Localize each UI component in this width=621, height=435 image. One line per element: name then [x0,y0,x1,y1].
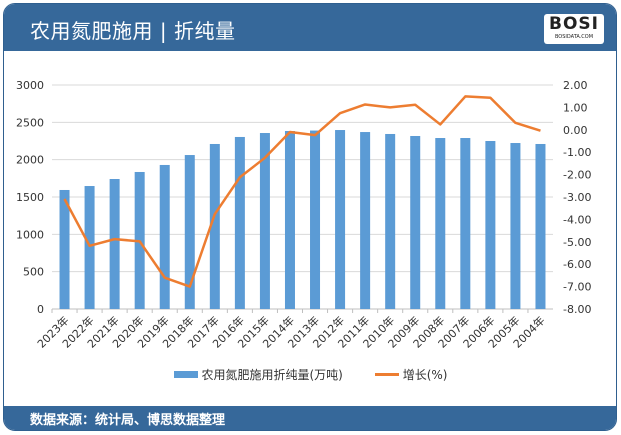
bar [109,179,120,309]
y-left-tick-label: 2000 [16,154,44,167]
logo-subtext: BOSIDATA.COM [554,34,594,40]
y-right-tick-label: -3.00 [563,191,591,204]
bar [535,143,546,309]
growth-line [63,95,541,288]
bosi-logo: BOSI BOSIDATA.COM [544,14,604,44]
bar [510,143,521,309]
page-title: 农用氮肥施用 | 折纯量 [30,19,236,43]
bar [59,189,70,309]
legend: 农用氮肥施用折纯量(万吨) 增长(%) [0,366,621,383]
bar [184,155,195,309]
bar [310,130,321,309]
bar [410,135,421,309]
y-right-tick-label: 2.00 [563,79,588,92]
y-left-tick-label: 2500 [16,116,44,129]
bar [360,132,371,309]
bar [259,133,270,309]
y-left-tick-label: 3000 [16,79,44,92]
bar [209,143,220,309]
bar [84,186,95,309]
bar [435,138,446,309]
bar [335,130,346,309]
y-right-tick-label: -5.00 [563,236,591,249]
y-right-tick-label: 0.00 [563,124,588,137]
y-right-tick-label: -6.00 [563,258,591,271]
bar [284,130,295,309]
legend-bar-swatch [173,371,198,378]
y-right-tick-label: -8.00 [563,303,591,316]
y-right-tick-label: -4.00 [563,213,591,226]
y-left-tick-label: 0 [37,303,44,316]
y-right-tick-label: -2.00 [563,169,591,182]
y-right-tick-label: -1.00 [563,146,591,159]
legend-line-swatch [374,373,399,376]
legend-bar-label: 农用氮肥施用折纯量(万吨) [201,368,343,382]
legend-line-label: 增长(%) [402,368,448,382]
bar [234,136,245,309]
y-right-tick-label: 1.00 [563,101,588,114]
logo-text: BOSI [549,14,599,34]
y-left-tick-label: 1000 [16,228,44,241]
y-right-tick-label: -7.00 [563,281,591,294]
data-source: 数据来源：统计局、博思数据整理 [30,413,226,428]
bar [485,141,496,309]
y-left-tick-label: 500 [23,266,44,279]
y-left-tick-label: 1500 [16,191,44,204]
footer-bar: 数据来源：统计局、博思数据整理 [4,406,616,430]
bar [460,138,471,309]
header-bar: 农用氮肥施用 | 折纯量 BOSI BOSIDATA.COM [4,4,616,51]
bar [159,164,170,309]
bar [385,133,396,309]
